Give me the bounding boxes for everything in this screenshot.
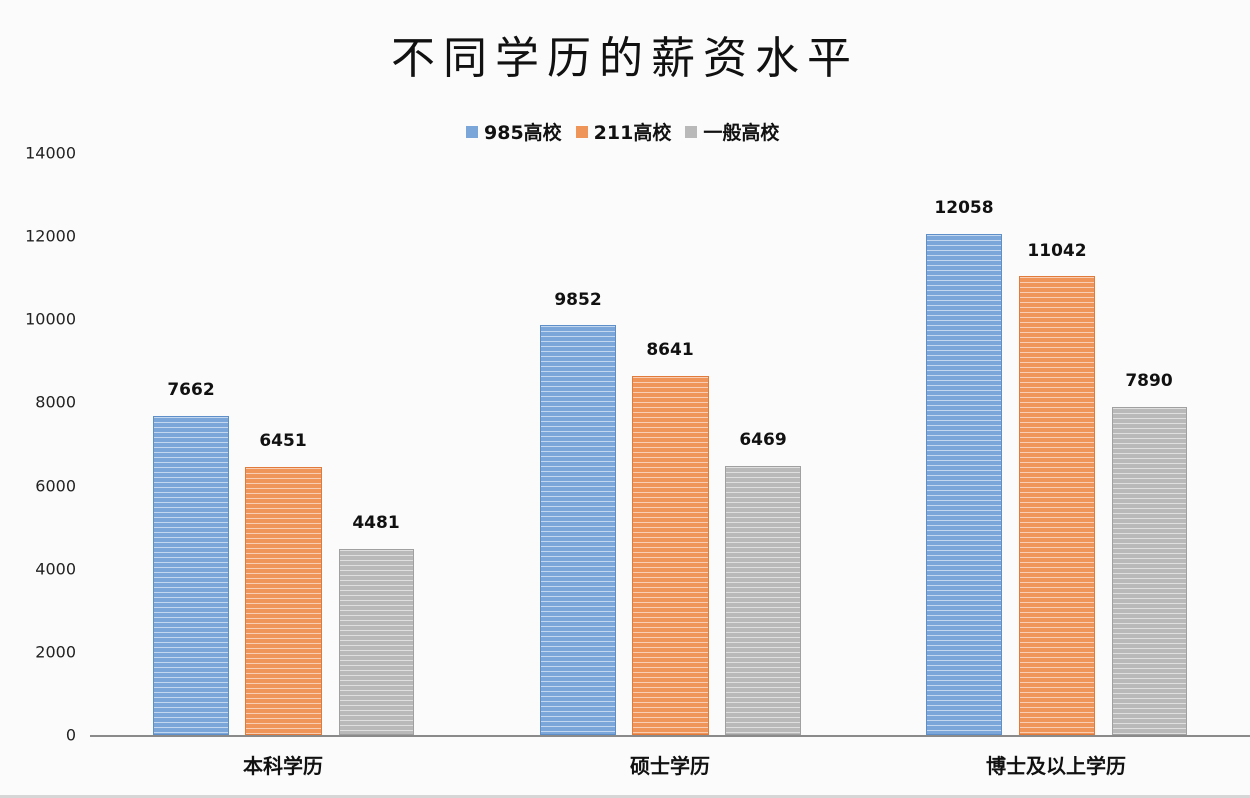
bar-bachelor-211[interactable] xyxy=(245,467,322,735)
bottom-divider xyxy=(0,795,1250,798)
bar-doctor-general[interactable] xyxy=(1112,407,1187,735)
legend-item-211[interactable]: 211高校 xyxy=(575,118,672,145)
legend-item-985[interactable]: 985高校 xyxy=(466,118,562,145)
y-tick-10000: 10000 xyxy=(25,309,76,329)
y-tick-0: 0 xyxy=(65,725,76,745)
y-tick-12000: 12000 xyxy=(25,226,76,246)
value-label-doctor-985: 12058 xyxy=(934,198,994,218)
category-label-master: 硕士学历 xyxy=(630,754,710,778)
bar-doctor-211[interactable] xyxy=(1019,276,1095,735)
category-label-doctor: 博士及以上学历 xyxy=(986,754,1126,778)
value-label-doctor-211: 11042 xyxy=(1027,241,1087,261)
value-label-bachelor-211: 6451 xyxy=(259,431,307,451)
legend-swatch-general-icon xyxy=(685,125,698,138)
value-label-master-211: 8641 xyxy=(646,340,694,360)
legend-swatch-211-icon xyxy=(575,125,588,138)
y-tick-14000: 14000 xyxy=(25,143,76,163)
bar-master-985[interactable] xyxy=(540,325,616,735)
legend-swatch-985-icon xyxy=(466,125,478,138)
legend-label-general: 一般高校 xyxy=(703,122,780,144)
category-label-bachelor: 本科学历 xyxy=(243,754,323,778)
legend-label-985: 985高校 xyxy=(484,122,562,144)
x-axis-line xyxy=(90,735,1250,737)
y-tick-2000: 2000 xyxy=(35,642,76,662)
legend-item-general[interactable]: 一般高校 xyxy=(685,118,779,145)
legend: 985高校 211高校 一般高校 xyxy=(466,118,779,145)
value-label-master-985: 9852 xyxy=(554,290,602,310)
bar-master-211[interactable] xyxy=(632,376,709,735)
bar-doctor-985[interactable] xyxy=(926,234,1002,735)
legend-label-211: 211高校 xyxy=(593,122,672,144)
value-label-bachelor-985: 7662 xyxy=(167,380,215,400)
chart-title: 不同学历的薪资水平 xyxy=(391,33,859,84)
y-tick-4000: 4000 xyxy=(35,559,76,579)
bar-bachelor-general[interactable] xyxy=(339,549,414,735)
value-label-doctor-general: 7890 xyxy=(1125,371,1173,391)
value-label-master-general: 6469 xyxy=(739,430,787,450)
bar-bachelor-985[interactable] xyxy=(153,416,229,735)
bar-master-general[interactable] xyxy=(725,466,801,735)
value-label-bachelor-general: 4481 xyxy=(352,513,400,533)
y-tick-8000: 8000 xyxy=(35,392,76,412)
y-tick-6000: 6000 xyxy=(35,476,76,496)
